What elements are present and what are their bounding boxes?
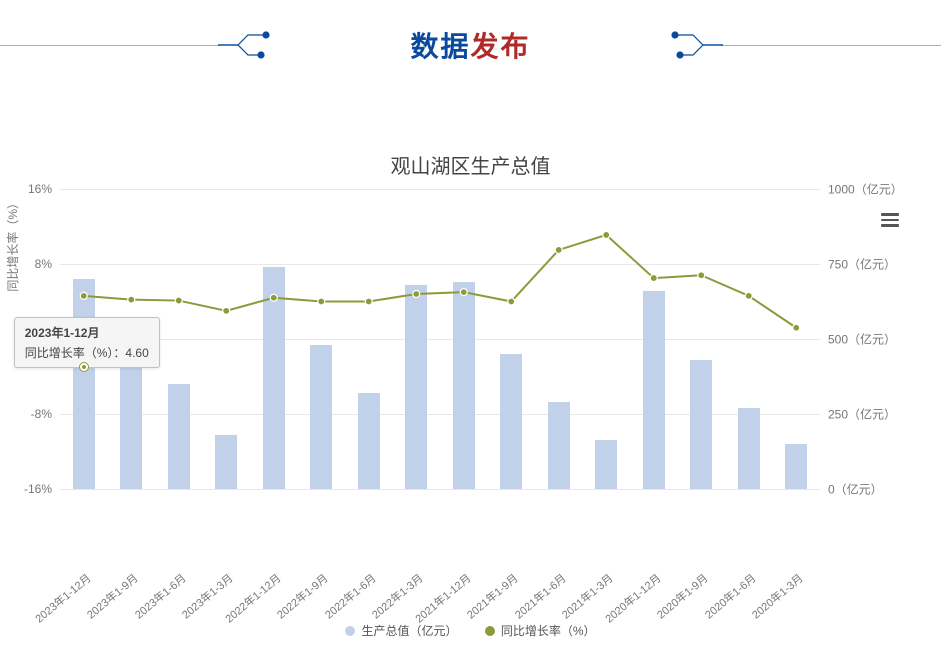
y-tick-right: 1000（亿元） <box>828 181 928 198</box>
x-tick: 2020年1-9月 <box>653 570 711 622</box>
line-marker[interactable] <box>175 297 182 304</box>
line-marker[interactable] <box>508 298 515 305</box>
legend-bar-label: 生产总值（亿元） <box>361 622 457 639</box>
chart-legend: 生产总值（亿元） 同比增长率（%） <box>0 622 941 639</box>
header-rule-left <box>0 45 220 46</box>
line-marker[interactable] <box>650 275 657 282</box>
y-tick-right: 750（亿元） <box>828 256 928 273</box>
x-tick: 2021年1-6月 <box>511 570 569 622</box>
tooltip-marker <box>80 363 88 371</box>
x-tick: 2023年1-6月 <box>131 570 189 622</box>
legend-line-label: 同比增长率（%） <box>501 622 596 639</box>
x-tick: 2020年1-3月 <box>748 570 806 622</box>
legend-item-line[interactable]: 同比增长率（%） <box>485 622 596 639</box>
y-tick-left: -16% <box>12 482 52 496</box>
line-marker[interactable] <box>413 291 420 298</box>
circuit-decor-left <box>218 25 278 65</box>
y-tick-right: 500（亿元） <box>828 331 928 348</box>
header-title-part2: 发布 <box>471 31 531 62</box>
line-marker[interactable] <box>223 307 230 314</box>
x-tick: 2023年1-12月 <box>31 570 94 626</box>
chart-menu-icon[interactable] <box>881 210 899 230</box>
header-title: 数据发布 <box>410 25 530 65</box>
tooltip-title: 2023年1-12月 <box>25 324 149 341</box>
line-marker[interactable] <box>603 231 610 238</box>
y-tick-right: 0（亿元） <box>828 481 928 498</box>
legend-swatch-bar <box>345 626 355 636</box>
chart-title: 观山湖区生产总值 <box>0 150 941 179</box>
line-marker[interactable] <box>745 292 752 299</box>
plot-area: -16%-8%0%8%16%0（亿元）250（亿元）500（亿元）750（亿元）… <box>60 189 820 489</box>
x-tick: 2022年1-6月 <box>321 570 379 622</box>
y-axis-left-label: 同比增长率（%） <box>4 197 21 292</box>
line-marker[interactable] <box>698 272 705 279</box>
line-marker[interactable] <box>460 289 467 296</box>
legend-item-bar[interactable]: 生产总值（亿元） <box>345 622 457 639</box>
grid-line <box>60 489 820 490</box>
legend-swatch-line <box>485 626 495 636</box>
y-tick-left: 16% <box>12 182 52 196</box>
chart-plot: -16%-8%0%8%16%0（亿元）250（亿元）500（亿元）750（亿元）… <box>60 189 880 489</box>
line-series <box>60 189 820 489</box>
x-tick: 2023年1-9月 <box>83 570 141 622</box>
tooltip-value: 同比增长率（%）：4.60 <box>25 344 149 361</box>
line-marker[interactable] <box>793 324 800 331</box>
line-marker[interactable] <box>318 298 325 305</box>
x-tick: 2021年1-9月 <box>463 570 521 622</box>
tooltip: 2023年1-12月同比增长率（%）：4.60 <box>14 317 160 368</box>
chart-container: 观山湖区生产总值 -16%-8%0%8%16%0（亿元）250（亿元）500（亿… <box>0 150 941 647</box>
line-marker[interactable] <box>555 246 562 253</box>
line-marker[interactable] <box>80 292 87 299</box>
circuit-decor-right <box>663 25 723 65</box>
y-tick-right: 250（亿元） <box>828 406 928 423</box>
header-banner: 数据发布 <box>0 0 941 90</box>
y-tick-left: -8% <box>12 407 52 421</box>
x-tick: 2020年1-6月 <box>701 570 759 622</box>
line-marker[interactable] <box>365 298 372 305</box>
line-marker[interactable] <box>128 296 135 303</box>
x-tick: 2022年1-9月 <box>273 570 331 622</box>
header-title-part1: 数据 <box>410 31 470 62</box>
header-rule-right <box>721 45 941 46</box>
line-marker[interactable] <box>270 294 277 301</box>
